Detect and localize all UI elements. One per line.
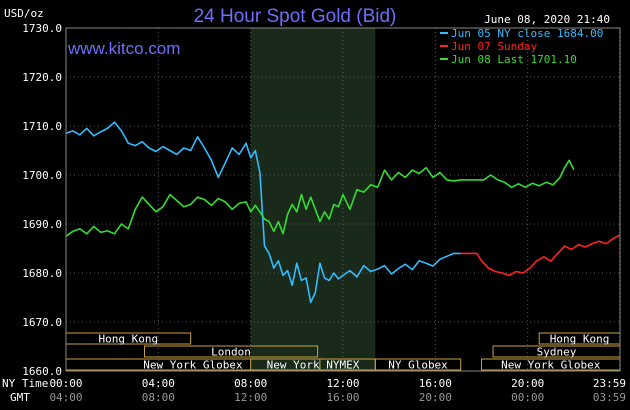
- series-line: [460, 234, 621, 277]
- session-label: New York Globex: [143, 359, 243, 372]
- x-tick-label-ny: 23:59: [593, 377, 626, 390]
- ny-time-label: NY Time: [2, 377, 48, 390]
- session-label: Hong Kong: [550, 333, 610, 346]
- x-tick-label-ny: 20:00: [511, 377, 544, 390]
- y-tick-label: 1670.0: [22, 316, 62, 329]
- y-tick-label: 1690.0: [22, 218, 62, 231]
- x-tick-label-ny: 00:00: [49, 377, 82, 390]
- series-line: [65, 159, 575, 237]
- legend-entry: Jun 05 NY close 1684.00: [451, 27, 603, 40]
- y-axis-tick-labels: 1730.0 1720.0 1710.0 1700.0 1690.0 1680.0 1670…: [22, 22, 62, 378]
- x-tick-label-gmt: 03:59: [593, 391, 626, 404]
- session-label: Sydney: [537, 346, 577, 359]
- x-tick-label-gmt: 04:00: [49, 391, 82, 404]
- session-band: [143, 345, 319, 358]
- y-tick-label: 1710.0: [22, 120, 62, 133]
- y-tick-label: 1720.0: [22, 71, 62, 84]
- chart-title: 24 Hour Spot Gold (Bid): [194, 6, 397, 27]
- legend-entry: Jun 08 Last 1701.10: [451, 53, 577, 66]
- x-tick-label-gmt: 12:00: [234, 391, 267, 404]
- gmt-label: GMT: [10, 391, 30, 404]
- series-line: [65, 121, 461, 304]
- y-tick-label: 1680.0: [22, 267, 62, 280]
- legend-entry: Jun 07 Sunday: [451, 40, 537, 53]
- y-axis-label: USD/oz: [4, 7, 44, 20]
- session-label: Hong Kong: [99, 333, 159, 346]
- session-label: New York Globex: [501, 359, 601, 372]
- session-label: London: [211, 346, 251, 359]
- x-tick-label-ny: 04:00: [142, 377, 175, 390]
- x-tick-label-ny: 16:00: [419, 377, 452, 390]
- x-tick-label-gmt: 08:00: [142, 391, 175, 404]
- site-watermark: www.kitco.com: [67, 39, 180, 58]
- session-label: New York NYMEX: [267, 359, 360, 372]
- session-label: NY Globex: [388, 359, 448, 372]
- x-tick-label-gmt: 00:00: [511, 391, 544, 404]
- price-series: [65, 121, 621, 304]
- x-tick-label-ny: 08:00: [234, 377, 267, 390]
- session-band: [374, 358, 462, 371]
- y-tick-label: 1730.0: [22, 22, 62, 35]
- x-tick-label-ny: 12:00: [326, 377, 359, 390]
- x-tick-label-gmt: 16:00: [326, 391, 359, 404]
- x-tick-label-gmt: 20:00: [419, 391, 452, 404]
- y-tick-label: 1660.0: [22, 365, 62, 378]
- plot-border: [65, 27, 621, 372]
- x-axis-tick-labels: 00:0004:0004:0008:0008:0012:0012:0016:00…: [49, 377, 626, 404]
- nymex-shaded-region: [250, 28, 376, 371]
- y-tick-label: 1700.0: [22, 169, 62, 182]
- chart-date: June 08, 2020 21:40: [484, 13, 610, 26]
